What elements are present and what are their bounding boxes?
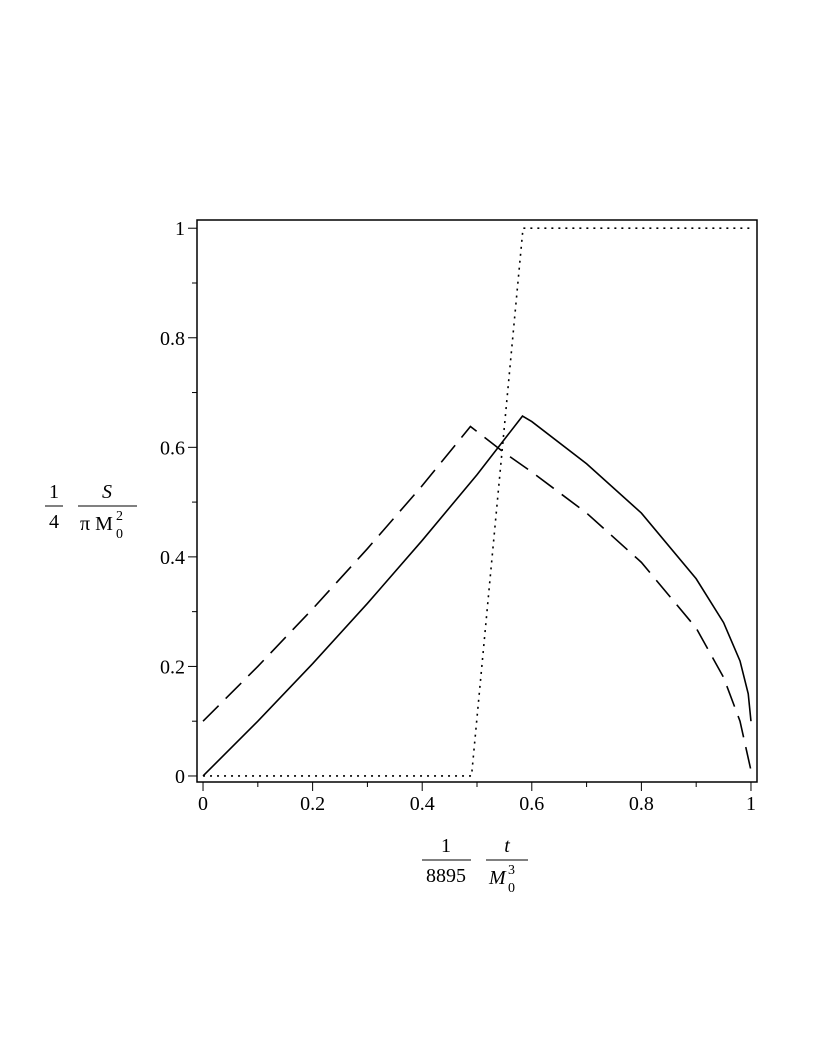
y-tick-label: 1	[175, 218, 185, 240]
y-label-coef-den: 4	[49, 511, 59, 533]
x-tick-label: 0	[198, 793, 208, 815]
y-label-den: π M	[80, 513, 113, 535]
y-tick-label: 0.8	[160, 328, 185, 350]
x-label-coef-num: 1	[441, 835, 451, 857]
x-label-den-sub: 0	[508, 881, 515, 896]
y-axis-label: 1 4 S π M 0 2	[45, 481, 137, 542]
series-line	[202, 415, 752, 777]
x-axis-label: 1 8895 t M 0 3	[422, 835, 528, 896]
x-label-den-sup: 3	[508, 863, 515, 878]
x-tick-label: 0.6	[519, 793, 544, 815]
y-label-coef-num: 1	[49, 481, 59, 503]
y-tick-label: 0	[175, 766, 185, 788]
y-tick-label: 0.6	[160, 437, 185, 459]
y-label-den-sup: 2	[116, 509, 123, 524]
y-tick-label: 0.2	[160, 656, 185, 678]
x-label-num: t	[504, 835, 510, 857]
y-tick-label: 0.4	[160, 547, 185, 569]
x-tick-label: 0.8	[629, 793, 654, 815]
y-label-den-sub: 0	[116, 527, 123, 542]
x-label-den: M	[488, 867, 507, 889]
series-line	[202, 425, 752, 771]
x-tick-label: 0.2	[300, 793, 325, 815]
x-tick-label: 0.4	[410, 793, 435, 815]
x-label-coef-den: 8895	[426, 865, 466, 887]
series-line	[203, 227, 751, 777]
y-label-num: S	[102, 481, 112, 503]
x-tick-label: 1	[746, 793, 756, 815]
